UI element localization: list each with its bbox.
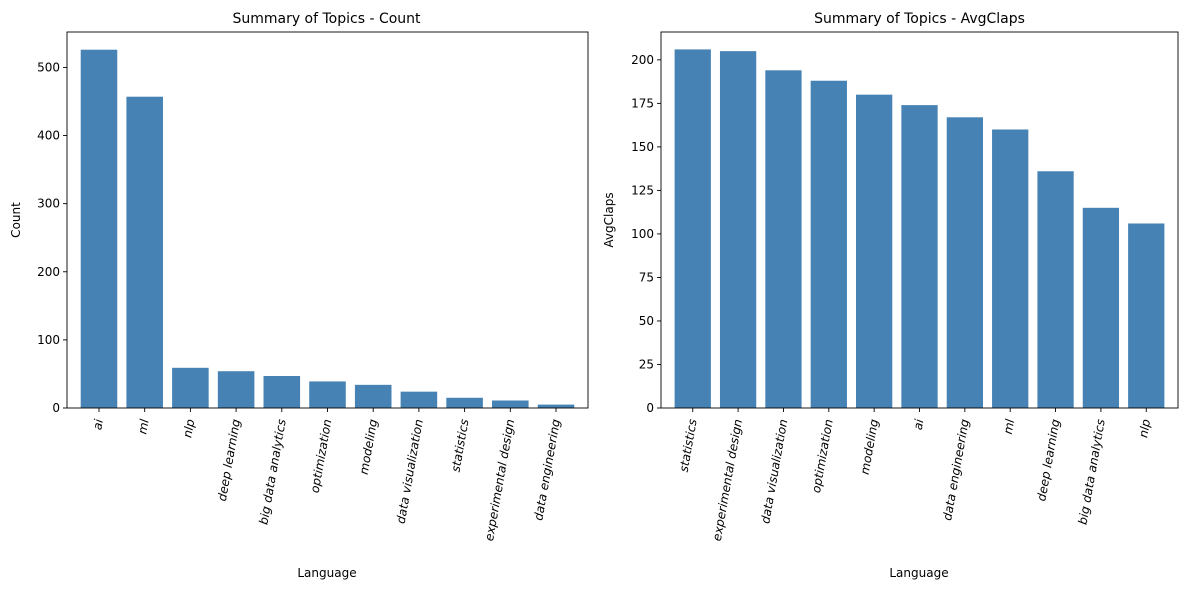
y-tick-label: 0 <box>52 401 60 415</box>
y-tick-label: 100 <box>631 227 654 241</box>
y-tick-label: 100 <box>37 333 60 347</box>
chart-title: Summary of Topics - Count <box>232 11 421 27</box>
y-axis-label: Count <box>9 202 23 238</box>
bar-modeling <box>354 384 392 408</box>
avgclaps-chart-panel: Summary of Topics - AvgClaps 0 25 50 75 100 1… <box>602 11 1179 580</box>
y-tick-label: 200 <box>631 53 654 67</box>
x-tick-label: data engineering <box>531 418 563 522</box>
x-tick-label: optimization <box>308 418 335 494</box>
x-tick-label: experimental design <box>710 418 745 542</box>
x-tick-label: ai <box>911 417 927 431</box>
y-tick-label: 0 <box>646 401 654 415</box>
bar-big-data-analytics <box>263 375 301 408</box>
y-tick-label: 150 <box>631 140 654 154</box>
x-tick-label: modeling <box>357 418 381 476</box>
bar-experimental-design <box>719 51 757 409</box>
x-axis-ticks: ai ml nlp deep learning big data analytics op… <box>90 408 563 542</box>
y-tick-label: 175 <box>631 96 654 110</box>
bar-optimization <box>810 80 847 409</box>
bar-ml <box>992 129 1029 409</box>
x-tick-label: experimental design <box>482 418 517 542</box>
bar-deep-learning <box>217 371 255 408</box>
bar-data-engineering <box>537 404 575 408</box>
x-tick-label: modeling <box>858 418 882 476</box>
y-tick-label: 400 <box>37 129 60 143</box>
x-tick-label: optimization <box>809 418 836 494</box>
y-tick-label: 75 <box>639 270 654 284</box>
x-tick-label: big data analytics <box>1076 418 1108 526</box>
x-tick-label: ml <box>1001 417 1018 435</box>
bar-nlp <box>1128 223 1165 408</box>
bar-data-visualization <box>765 70 802 409</box>
plot-frame <box>66 31 589 409</box>
bar-deep-learning <box>1037 171 1074 408</box>
x-tick-label: statistics <box>448 418 471 473</box>
x-tick-label: nlp <box>180 418 197 439</box>
chart-title: Summary of Topics - AvgClaps <box>814 11 1025 27</box>
bar-group <box>674 49 1165 409</box>
bar-statistics <box>446 397 483 408</box>
x-tick-label: big data analytics <box>256 418 288 526</box>
x-tick-label: data visualization <box>394 418 426 525</box>
count-chart-panel: Summary of Topics - Count 0 100 200 300 400 5… <box>9 11 589 580</box>
y-tick-label: 125 <box>631 183 654 197</box>
y-tick-label: 500 <box>37 60 60 74</box>
bar-data-visualization <box>400 391 438 408</box>
x-tick-label: deep learning <box>1034 418 1062 503</box>
bar-optimization <box>309 381 346 408</box>
x-axis-ticks: statistics experimental design data visual… <box>677 408 1153 542</box>
bar-data-engineering <box>946 117 983 409</box>
bar-statistics <box>674 49 711 408</box>
bar-ai <box>80 49 118 409</box>
y-axis-ticks: 0 100 200 300 400 500 <box>37 60 67 415</box>
y-axis-label: AvgClaps <box>602 192 616 247</box>
x-tick-label: statistics <box>677 418 700 473</box>
x-axis-label: Language <box>889 566 948 580</box>
bar-nlp <box>172 367 209 408</box>
x-tick-label: nlp <box>1136 418 1153 439</box>
bar-ml <box>126 96 163 409</box>
y-tick-label: 200 <box>37 265 60 279</box>
bar-experimental-design <box>492 400 529 408</box>
x-tick-label: ml <box>135 417 152 435</box>
bar-big-data-analytics <box>1082 207 1120 408</box>
bar-modeling <box>856 94 893 409</box>
y-tick-label: 50 <box>639 314 654 328</box>
x-tick-label: deep learning <box>215 418 243 503</box>
x-tick-label: data visualization <box>758 418 790 525</box>
y-tick-label: 300 <box>37 197 60 211</box>
y-axis-ticks: 0 25 50 75 100 125 150 175 200 <box>631 53 661 415</box>
x-tick-label: ai <box>90 417 106 431</box>
x-tick-label: data engineering <box>940 418 972 522</box>
y-tick-label: 25 <box>639 357 654 371</box>
bar-ai <box>901 105 938 409</box>
x-axis-label: Language <box>297 566 356 580</box>
plot-frame <box>660 31 1179 409</box>
bar-group <box>80 49 575 409</box>
